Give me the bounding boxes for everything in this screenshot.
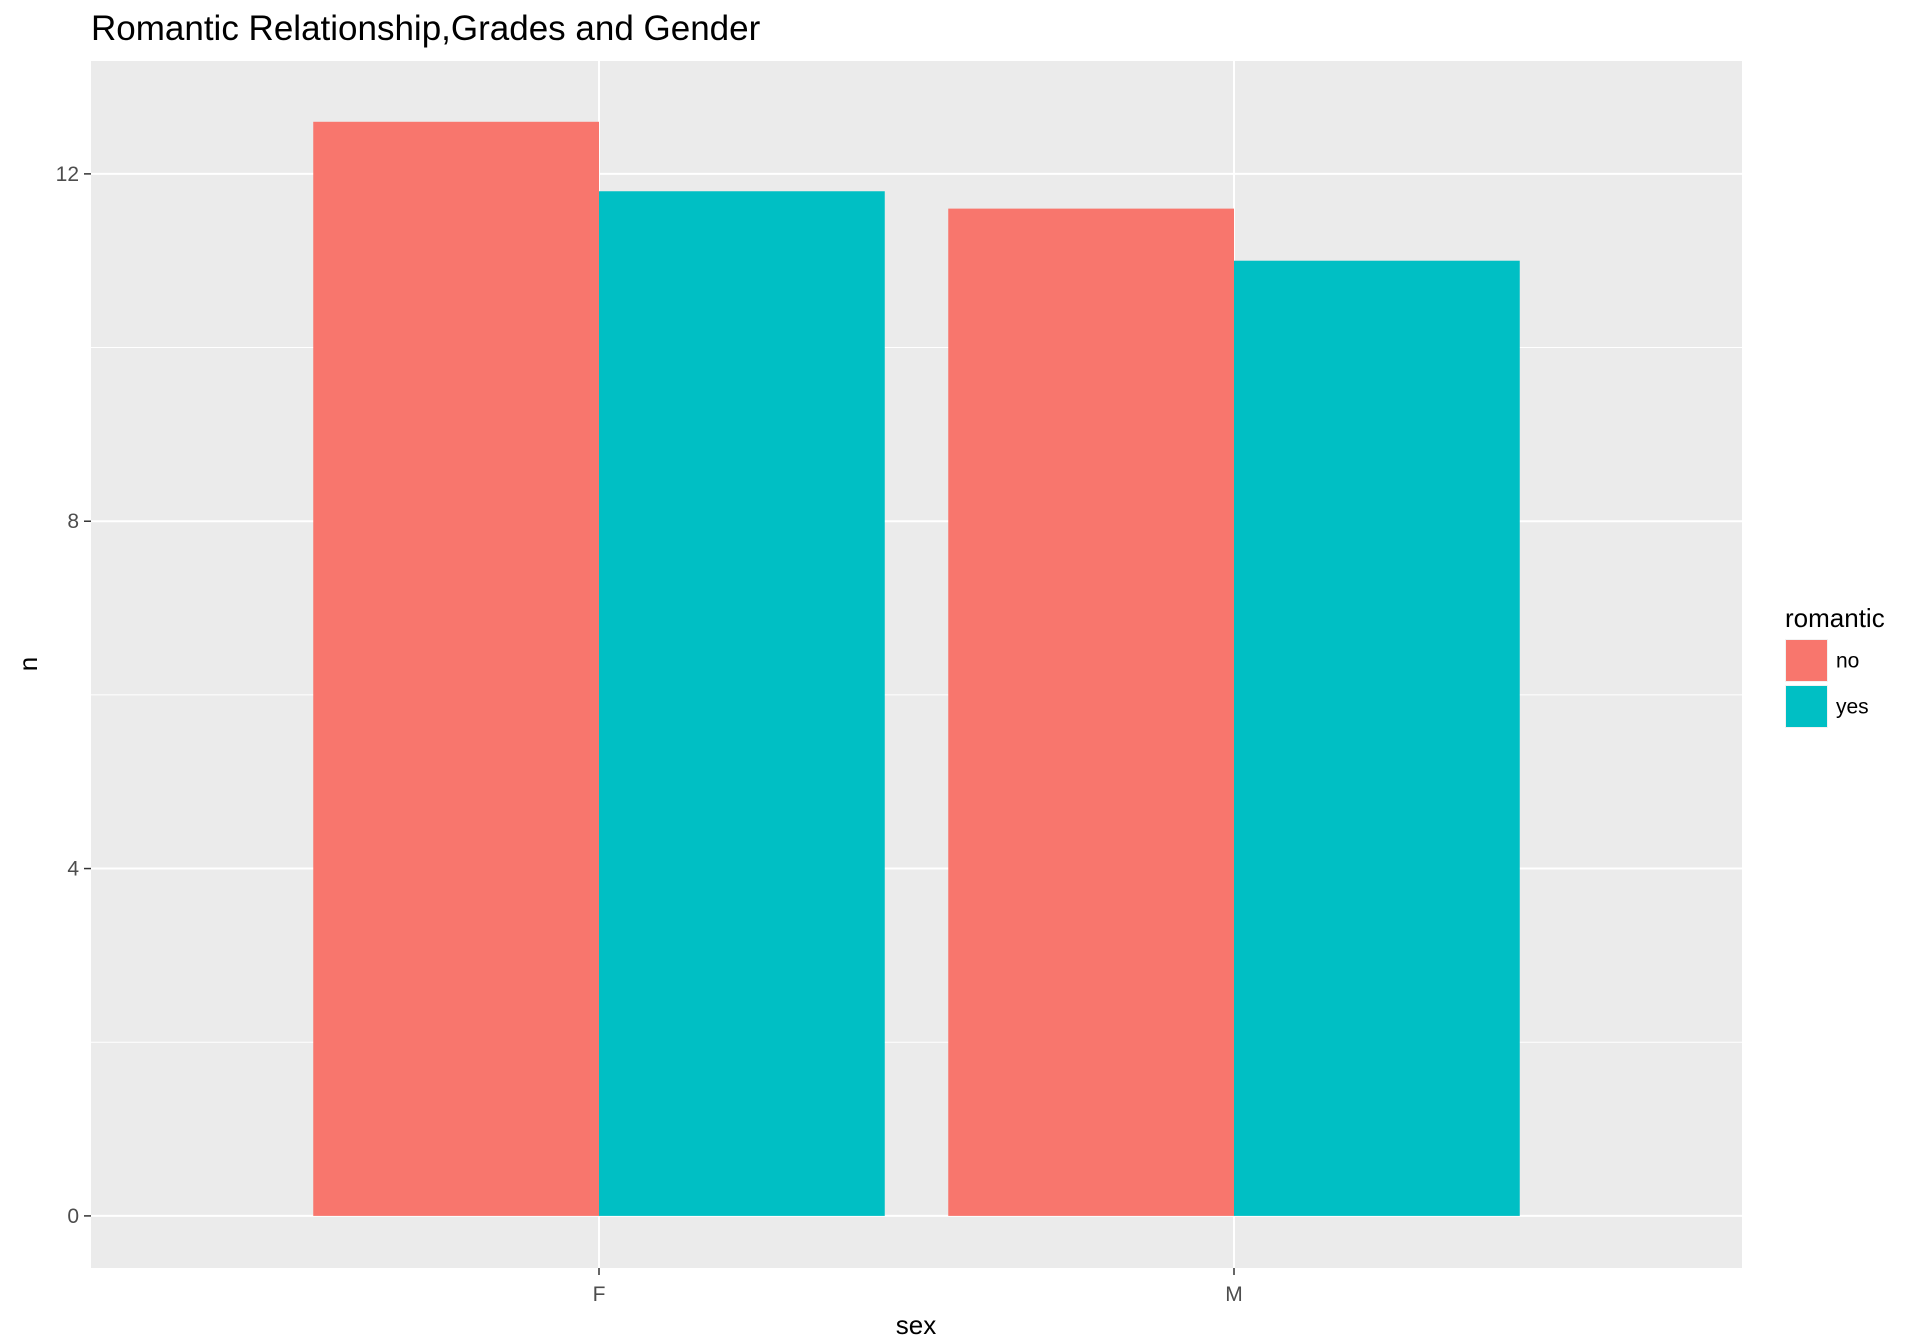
bar-yes-F <box>599 191 885 1216</box>
y-axis-title: n <box>13 657 43 671</box>
y-tick-label: 12 <box>56 163 79 186</box>
y-tick-label: 4 <box>67 858 79 881</box>
legend-label-yes: yes <box>1836 696 1869 719</box>
y-tick-label: 0 <box>67 1205 79 1228</box>
bars <box>313 121 1520 1216</box>
bar-no-M <box>948 208 1234 1216</box>
legend: romantic no yes <box>1785 603 1885 728</box>
legend-swatch-no <box>1786 640 1827 681</box>
x-axis-title: sex <box>896 1310 936 1340</box>
y-tick-label: 8 <box>67 510 79 533</box>
x-tick-label-F: F <box>593 1283 606 1306</box>
bar-yes-M <box>1234 260 1520 1216</box>
legend-swatch-yes <box>1786 686 1827 727</box>
bar-no-F <box>313 121 599 1216</box>
legend-title: romantic <box>1785 603 1885 633</box>
x-tick-label-M: M <box>1225 1283 1243 1306</box>
chart-title: Romantic Relationship,Grades and Gender <box>91 9 761 48</box>
axes: 0 4 8 12 F M <box>56 163 1243 1306</box>
legend-label-no: no <box>1836 650 1859 673</box>
